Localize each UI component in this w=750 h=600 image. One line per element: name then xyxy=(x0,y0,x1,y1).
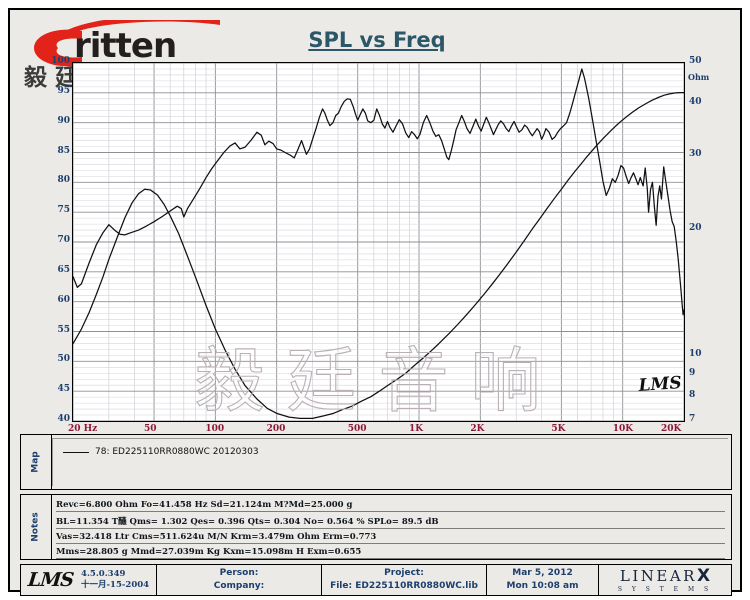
x-axis-tick: 10K xyxy=(612,424,634,434)
lms-logo: LMS xyxy=(26,569,75,591)
y-axis-left-tick: 90 xyxy=(57,115,70,126)
y-axis-right-tick: 9 xyxy=(689,368,696,379)
y-axis-left-tick: 75 xyxy=(57,205,70,216)
report-time: Mon 10:08 am xyxy=(506,581,579,591)
notes-tab-label: Notes xyxy=(30,512,41,542)
page-title: SPL vs Freq xyxy=(308,28,446,52)
note-line: Vas=32.418 Ltr Cms=511.624u M/N Krm=3.47… xyxy=(56,532,725,544)
x-axis-tick: 1K xyxy=(409,424,424,434)
y-axis-left-tick: 100 xyxy=(51,56,70,66)
vendor-name: LINEAR xyxy=(619,566,697,585)
app-build-date: 十一月-15-2004 xyxy=(81,580,150,590)
y-axis-right-tick: 8 xyxy=(689,389,696,400)
e-crescent-icon xyxy=(34,29,82,67)
y-axis-left-tick: 45 xyxy=(57,384,70,395)
x-axis-tick: 50 xyxy=(144,424,157,434)
note-line: BL=11.354 T醼 Qms= 1.302 Qes= 0.396 Qts= … xyxy=(56,515,725,529)
x-axis-tick: 200 xyxy=(266,424,286,434)
y-axis-right-tick: 40 xyxy=(689,96,702,107)
y-axis-right-tick: 20 xyxy=(689,222,702,233)
y-axis-left-tick: 95 xyxy=(57,85,70,96)
footer-datetime-cell: Mar 5, 2012 Mon 10:08 am xyxy=(487,565,599,595)
x-axis-tick: 2K xyxy=(470,424,485,434)
report-date: Mar 5, 2012 xyxy=(512,568,573,579)
svg-text:毅廷音响: 毅廷音响 xyxy=(195,340,563,421)
map-section: Map 78: ED225110RR0880WC 20120303 xyxy=(20,434,732,490)
y-axis-left-tick: 85 xyxy=(57,145,70,156)
x-axis-tick: 20K xyxy=(661,424,682,434)
person-label: Person: xyxy=(219,568,259,579)
x-axis-tick: 500 xyxy=(347,424,367,434)
y-axis-left-tick: 70 xyxy=(57,235,70,245)
file-label: File: ED225110RR0880WC.lib xyxy=(330,581,478,591)
project-label: Project: xyxy=(384,568,424,579)
notes-content: Revc=6.800 Ohm Fo=41.458 Hz Sd=21.124m M… xyxy=(52,497,729,559)
y-axis-right-tick: 30 xyxy=(689,149,702,159)
report-frame: ritten 毅廷音响 SPL vs Freq dBSPL Ohm 100959… xyxy=(8,8,742,596)
spl-impedance-plot: 毅廷音响 LMS xyxy=(73,63,684,421)
brand-logo: ritten xyxy=(22,20,262,72)
footer-version-block: 4.5.0.349 十一月-15-2004 xyxy=(81,569,149,592)
legend-line-swatch xyxy=(63,451,89,453)
footer-project-cell: Project: File: ED225110RR0880WC.lib xyxy=(322,565,487,595)
linearx-logo: LINEARX S Y S T E M S xyxy=(617,565,713,593)
y-axis-left-tick: 80 xyxy=(57,175,70,186)
note-line: Revc=6.800 Ohm Fo=41.458 Hz Sd=21.124m M… xyxy=(56,500,725,512)
y-axis-left-tick: 50 xyxy=(57,354,70,365)
note-line: Mms=28.805 g Mmd=27.039m Kg Kxm=15.098m … xyxy=(56,547,725,559)
x-axis-tick: 20 Hz xyxy=(68,424,98,434)
y-axis-left-tick: 60 xyxy=(57,294,70,305)
y-axis-left-tick: 65 xyxy=(57,264,70,275)
y-axis-right-tick: 50 xyxy=(689,56,702,66)
y-axis-right-tick: 10 xyxy=(689,349,702,360)
y-axis-left-tick: 55 xyxy=(57,324,70,335)
notes-tab[interactable]: Notes xyxy=(21,495,52,559)
footer-app-cell: LMS 4.5.0.349 十一月-15-2004 xyxy=(21,565,157,595)
notes-section: Notes Revc=6.800 Ohm Fo=41.458 Hz Sd=21.… xyxy=(20,494,732,560)
vendor-subtitle: S Y S T E M S xyxy=(617,585,713,593)
y-axis-right-tick: 7 xyxy=(689,414,696,424)
brand-wordmark: ritten xyxy=(74,26,177,66)
x-axis-tick: 5K xyxy=(551,424,566,434)
svg-text:LMS: LMS xyxy=(637,373,682,396)
plot-area[interactable]: 毅廷音响 LMS xyxy=(72,62,685,422)
footer-bar: LMS 4.5.0.349 十一月-15-2004 Person: Compan… xyxy=(20,564,732,596)
footer-vendor-cell: LINEARX S Y S T E M S xyxy=(599,565,731,595)
vendor-x: X xyxy=(696,565,711,586)
company-label: Company: xyxy=(213,581,265,591)
footer-person-cell: Person: Company: xyxy=(157,565,322,595)
x-axis-tick: 100 xyxy=(205,424,225,434)
map-tab-label: Map xyxy=(30,451,41,473)
map-content: 78: ED225110RR0880WC 20120303 xyxy=(52,438,728,486)
y-axis-left-tick: 40 xyxy=(57,414,70,424)
y-axis-right-caption: Ohm xyxy=(688,72,710,82)
swoosh-icon xyxy=(54,20,220,39)
app-version: 4.5.0.349 xyxy=(81,568,126,579)
map-tab[interactable]: Map xyxy=(21,435,52,489)
legend-item[interactable]: 78: ED225110RR0880WC 20120303 xyxy=(63,447,259,457)
legend-label: 78: ED225110RR0880WC 20120303 xyxy=(95,447,259,457)
